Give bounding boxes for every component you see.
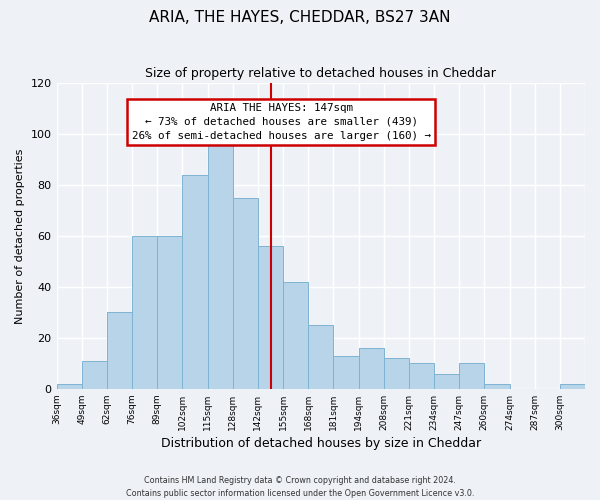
Bar <box>334 356 359 389</box>
Bar <box>409 364 434 389</box>
Bar <box>434 374 459 389</box>
X-axis label: Distribution of detached houses by size in Cheddar: Distribution of detached houses by size … <box>161 437 481 450</box>
Bar <box>560 384 585 389</box>
Bar <box>82 361 107 389</box>
Bar <box>484 384 509 389</box>
Bar <box>283 282 308 389</box>
Bar <box>308 325 334 389</box>
Bar <box>132 236 157 389</box>
Bar <box>182 175 208 389</box>
Bar <box>359 348 383 389</box>
Bar <box>107 312 132 389</box>
Bar <box>56 384 82 389</box>
Text: ARIA THE HAYES: 147sqm
← 73% of detached houses are smaller (439)
26% of semi-de: ARIA THE HAYES: 147sqm ← 73% of detached… <box>131 103 431 141</box>
Y-axis label: Number of detached properties: Number of detached properties <box>15 148 25 324</box>
Text: ARIA, THE HAYES, CHEDDAR, BS27 3AN: ARIA, THE HAYES, CHEDDAR, BS27 3AN <box>149 10 451 25</box>
Bar <box>258 246 283 389</box>
Bar <box>157 236 182 389</box>
Title: Size of property relative to detached houses in Cheddar: Size of property relative to detached ho… <box>145 68 496 80</box>
Bar <box>383 358 409 389</box>
Bar <box>208 139 233 389</box>
Bar <box>459 364 484 389</box>
Text: Contains HM Land Registry data © Crown copyright and database right 2024.
Contai: Contains HM Land Registry data © Crown c… <box>126 476 474 498</box>
Bar <box>233 198 258 389</box>
